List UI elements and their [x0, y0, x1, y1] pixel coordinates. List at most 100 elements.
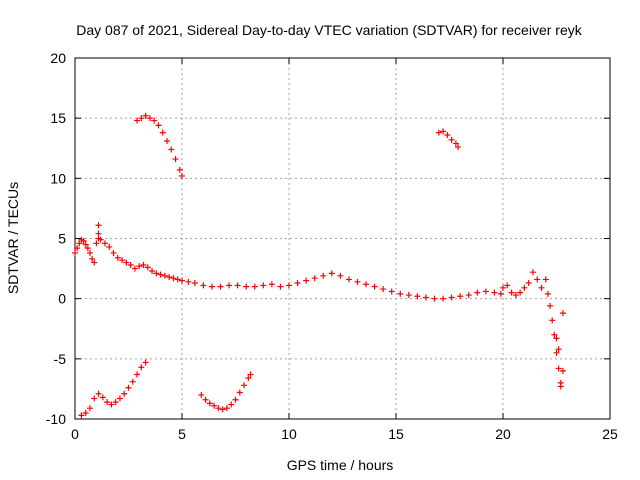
data-point — [226, 282, 233, 289]
data-point — [538, 284, 545, 291]
data-points — [72, 112, 566, 419]
data-point — [544, 290, 551, 297]
data-point — [534, 276, 541, 283]
data-point — [521, 284, 528, 291]
data-point — [354, 278, 361, 285]
data-point — [215, 405, 222, 412]
data-point — [448, 294, 455, 301]
data-point — [251, 283, 258, 290]
data-point — [241, 382, 248, 389]
data-point — [112, 399, 119, 406]
data-point — [155, 122, 162, 129]
data-point — [140, 261, 147, 268]
data-point — [223, 405, 230, 412]
data-point — [422, 294, 429, 301]
data-point — [245, 375, 252, 382]
data-point — [320, 272, 327, 279]
y-axis-label: SDTVAR / TECUs — [5, 182, 21, 294]
y-tick-label: 0 — [58, 291, 66, 307]
data-point — [559, 310, 566, 317]
data-point — [153, 270, 160, 277]
data-point — [91, 259, 98, 266]
data-point — [97, 236, 104, 243]
data-point — [144, 264, 151, 271]
data-point — [482, 288, 489, 295]
y-tick-label: -5 — [54, 351, 67, 367]
data-point — [198, 391, 205, 398]
data-point — [134, 371, 141, 378]
data-point — [80, 237, 87, 244]
series-arc-low-1 — [78, 359, 149, 419]
data-point — [93, 240, 100, 247]
data-point — [517, 289, 524, 296]
y-tick-label: 15 — [50, 110, 66, 126]
data-point — [500, 284, 506, 291]
y-tick-label: -10 — [46, 411, 66, 427]
y-tick-label: 20 — [50, 50, 66, 66]
data-point — [431, 295, 438, 302]
data-point — [78, 412, 85, 419]
data-point — [557, 383, 564, 390]
data-point — [200, 282, 207, 289]
x-tick-label: 5 — [178, 426, 186, 442]
data-point — [95, 390, 102, 397]
data-point — [345, 276, 352, 283]
data-point — [435, 129, 442, 136]
x-tick-label: 20 — [495, 426, 511, 442]
y-axis: -10 -5 0 5 10 15 20 — [46, 50, 610, 427]
data-point — [328, 270, 335, 277]
data-point — [525, 280, 532, 287]
data-point — [414, 293, 421, 300]
data-point — [191, 280, 198, 287]
data-point — [397, 290, 404, 297]
data-point — [303, 277, 310, 284]
data-point — [95, 222, 102, 229]
data-point — [452, 140, 459, 147]
data-point — [129, 378, 136, 385]
data-point — [114, 254, 121, 261]
data-point — [89, 255, 96, 262]
data-point — [119, 257, 126, 264]
data-point — [440, 295, 447, 302]
data-point — [208, 283, 215, 290]
data-point — [82, 241, 89, 248]
data-point — [504, 282, 511, 289]
data-point — [236, 389, 243, 396]
data-point — [108, 401, 115, 408]
data-point — [405, 292, 412, 299]
data-point — [131, 265, 138, 272]
data-point — [440, 128, 447, 135]
data-point — [202, 396, 209, 403]
data-point — [555, 346, 562, 353]
x-tick-label: 0 — [71, 426, 79, 442]
data-point — [553, 349, 560, 356]
data-point — [138, 115, 145, 122]
series-arc-high-2 — [435, 128, 462, 151]
data-point — [74, 245, 81, 252]
data-point — [551, 331, 558, 338]
data-point — [136, 263, 143, 270]
data-point — [142, 112, 149, 119]
series-late-segment — [500, 269, 566, 386]
series-outliers — [95, 222, 566, 390]
data-point — [101, 240, 108, 247]
data-point — [127, 261, 134, 268]
data-point — [157, 271, 164, 278]
data-point — [134, 117, 141, 124]
data-point — [168, 146, 175, 153]
data-point — [116, 395, 123, 402]
data-point — [146, 115, 153, 122]
data-point — [76, 240, 83, 247]
data-point — [311, 275, 318, 282]
data-point — [337, 272, 344, 279]
data-point — [553, 335, 560, 342]
y-tick-label: 10 — [50, 170, 66, 186]
data-point — [247, 371, 254, 378]
data-point — [110, 249, 117, 256]
data-point — [176, 166, 183, 173]
data-point — [179, 172, 185, 179]
x-tick-label: 25 — [602, 426, 618, 442]
data-point — [166, 274, 173, 281]
data-point — [294, 280, 301, 287]
